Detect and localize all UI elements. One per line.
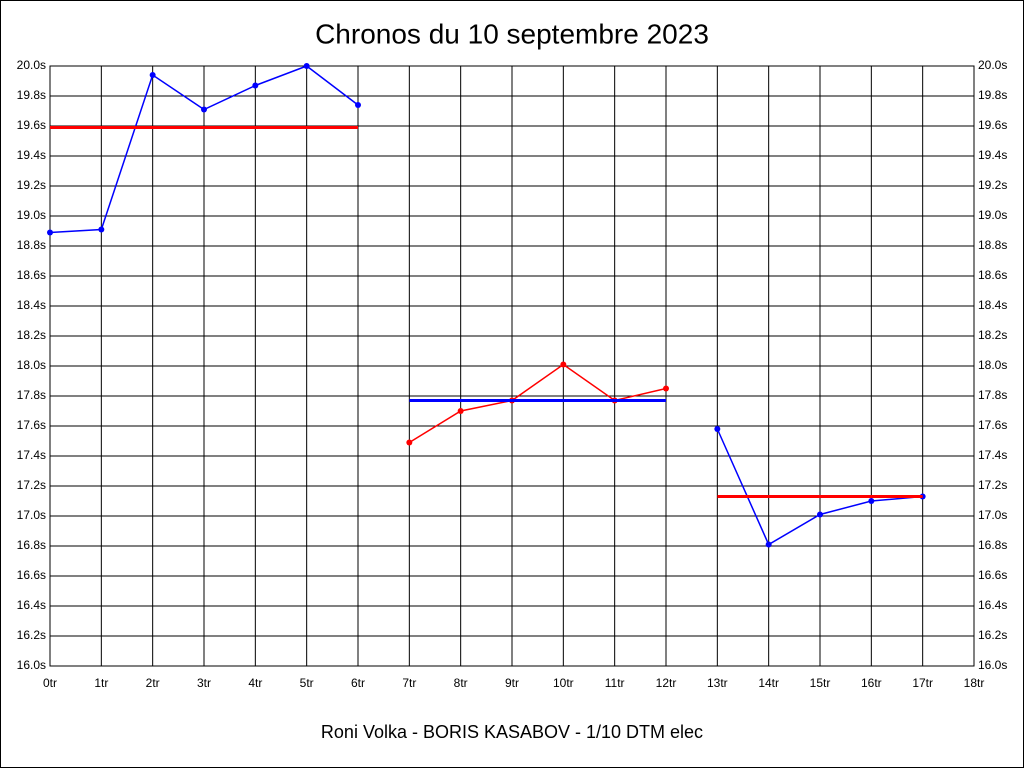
x-tick-label: 10tr: [553, 676, 574, 690]
data-point: [201, 106, 207, 113]
chart-title: Chronos du 10 septembre 2023: [315, 18, 709, 49]
x-tick-label: 1tr: [94, 676, 108, 690]
x-tick-label: 9tr: [505, 676, 519, 690]
x-tick-label: 3tr: [197, 676, 211, 690]
y-tick-label-right: 20.0s: [978, 58, 1007, 72]
y-tick-label: 20.0s: [17, 58, 46, 72]
y-tick-label: 17.8s: [17, 388, 46, 402]
y-tick-label-right: 16.2s: [978, 628, 1007, 642]
y-tick-label: 16.0s: [17, 658, 46, 672]
x-tick-label: 0tr: [43, 676, 57, 690]
y-tick-label-right: 17.0s: [978, 508, 1007, 522]
y-tick-label: 19.6s: [17, 118, 46, 132]
y-tick-label-right: 19.2s: [978, 178, 1007, 192]
x-tick-label: 5tr: [300, 676, 314, 690]
y-tick-label: 19.2s: [17, 178, 46, 192]
y-tick-label-right: 16.4s: [978, 598, 1007, 612]
data-point: [714, 426, 721, 432]
y-tick-label-right: 16.0s: [978, 658, 1007, 672]
data-point: [252, 82, 259, 89]
y-tick-label: 17.0s: [17, 508, 46, 522]
y-tick-label-right: 19.0s: [978, 208, 1007, 222]
y-tick-label: 19.0s: [17, 208, 46, 222]
y-tick-label-right: 19.6s: [978, 118, 1007, 132]
y-tick-label-right: 17.4s: [978, 448, 1007, 462]
y-tick-label: 16.2s: [17, 628, 46, 642]
x-tick-label: 2tr: [146, 676, 160, 690]
y-tick-label: 18.2s: [17, 328, 46, 342]
y-tick-label: 17.4s: [17, 448, 46, 462]
x-tick-label: 18tr: [964, 676, 985, 690]
x-tick-label: 15tr: [810, 676, 831, 690]
data-point: [868, 498, 875, 504]
y-tick-label-right: 18.8s: [978, 238, 1007, 252]
data-point: [457, 408, 464, 414]
data-point: [765, 541, 772, 548]
data-point: [663, 385, 669, 392]
x-tick-label: 13tr: [707, 676, 728, 690]
y-tick-label: 16.4s: [17, 598, 46, 612]
y-tick-label-right: 17.6s: [978, 418, 1007, 432]
y-tick-label-right: 16.8s: [978, 538, 1007, 552]
y-tick-label: 18.4s: [17, 298, 46, 312]
data-point: [355, 102, 361, 108]
x-tick-label: 6tr: [351, 676, 365, 690]
data-line: [408, 363, 667, 444]
x-tick-label: 7tr: [402, 676, 416, 690]
chart-subtitle: Roni Volka - BORIS KASABOV - 1/10 DTM el…: [321, 722, 703, 742]
y-tick-label-right: 16.6s: [978, 568, 1007, 582]
data-point: [98, 226, 105, 233]
y-tick-label-right: 17.8s: [978, 388, 1007, 402]
data-point: [149, 72, 156, 78]
x-tick-label: 14tr: [758, 676, 779, 690]
x-tick-label: 16tr: [861, 676, 882, 690]
x-tick-label: 17tr: [912, 676, 933, 690]
y-tick-label: 19.4s: [17, 148, 46, 162]
data-point: [817, 511, 823, 518]
y-tick-label: 18.8s: [17, 238, 46, 252]
y-tick-label: 18.0s: [17, 358, 46, 372]
y-tick-label-right: 19.4s: [978, 148, 1007, 162]
y-tick-label: 17.6s: [17, 418, 46, 432]
y-tick-label-right: 18.4s: [978, 298, 1007, 312]
y-tick-label-right: 18.0s: [978, 358, 1007, 372]
y-tick-label: 17.2s: [17, 478, 46, 492]
data-point: [406, 439, 413, 446]
x-tick-label: 12tr: [656, 676, 677, 690]
x-tick-label: 4tr: [248, 676, 262, 690]
y-tick-label-right: 19.8s: [978, 88, 1007, 102]
y-tick-label-right: 18.6s: [978, 268, 1007, 282]
x-tick-label: 8tr: [454, 676, 468, 690]
data-point: [47, 229, 53, 236]
y-tick-label: 19.8s: [17, 88, 46, 102]
y-tick-label: 16.8s: [17, 538, 46, 552]
x-tick-label: 11tr: [605, 676, 625, 690]
data-point: [303, 63, 310, 69]
y-tick-label-right: 18.2s: [978, 328, 1007, 342]
y-tick-label: 16.6s: [17, 568, 46, 582]
y-tick-label-right: 17.2s: [978, 478, 1007, 492]
data-point: [560, 361, 567, 368]
y-tick-label: 18.6s: [17, 268, 46, 282]
